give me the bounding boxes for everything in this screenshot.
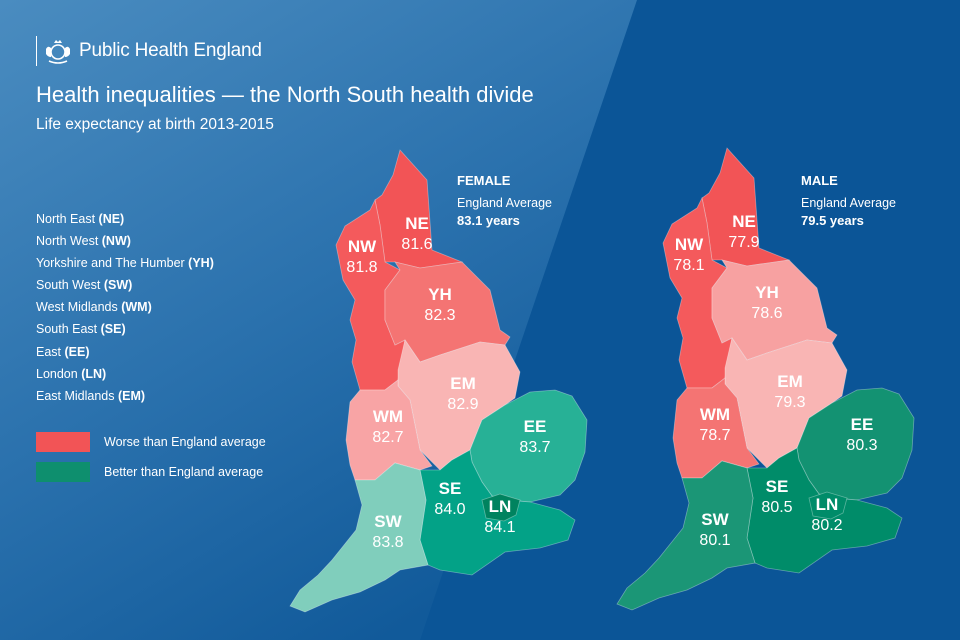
- region-code-label: WM: [373, 407, 403, 426]
- region-legend: North East (NE) North West (NW) Yorkshire …: [36, 208, 214, 407]
- region-code: (NW): [101, 234, 131, 249]
- life-expectancy-value: 83.7: [519, 439, 550, 456]
- better-swatch: [36, 462, 90, 482]
- region-legend-item: West Midlands (WM): [36, 296, 214, 318]
- female-heading: FEMALE: [457, 173, 511, 188]
- page-subtitle: Life expectancy at birth 2013-2015: [36, 116, 274, 133]
- female-average-value: 83.1 years: [457, 213, 520, 228]
- region-code: (LN): [81, 366, 107, 381]
- region-name: East Midlands: [36, 388, 118, 403]
- region-sw: [289, 462, 429, 613]
- region-name: East: [36, 344, 65, 359]
- region-code-label: EM: [777, 372, 803, 391]
- region-legend-item: North East (NE): [36, 208, 214, 230]
- life-expectancy-value: 78.7: [699, 427, 730, 444]
- region-name: Yorkshire and The Humber: [36, 256, 189, 271]
- life-expectancy-value: 84.0: [434, 501, 465, 518]
- life-expectancy-value: 81.6: [401, 236, 432, 253]
- region-ln: [481, 493, 521, 522]
- region-legend-item: South East (SE): [36, 318, 214, 340]
- region-ln: [808, 491, 848, 520]
- region-legend-item: East (EE): [36, 341, 214, 363]
- life-expectancy-value: 80.2: [811, 517, 842, 534]
- region-legend-item: North West (NW): [36, 230, 214, 252]
- logo-divider: [36, 36, 37, 66]
- female-average-label: England Average: [457, 196, 552, 210]
- female-map: NE 81.6 NW 81.8 YH 82.3 EM 82.9 WM 82.7 EE 83.7 SE 84…: [289, 149, 588, 613]
- male-average: MALE England Average 79.5 years: [801, 170, 896, 232]
- life-expectancy-value: 78.1: [673, 257, 704, 274]
- male-average-value: 79.5 years: [801, 213, 864, 228]
- region-name: London: [36, 366, 82, 381]
- region-wm: [345, 379, 433, 481]
- life-expectancy-value: 81.8: [346, 259, 377, 276]
- phe-logo: Public Health England: [36, 36, 262, 66]
- region-code-label: LN: [489, 497, 512, 516]
- life-expectancy-value: 77.9: [728, 234, 759, 251]
- region-legend-item: South West (SW): [36, 274, 214, 296]
- region-code-label: SW: [374, 512, 402, 531]
- region-code-label: NW: [348, 237, 377, 256]
- region-code: (EE): [64, 344, 90, 359]
- life-expectancy-value: 83.8: [372, 534, 403, 551]
- life-expectancy-value: 82.9: [447, 396, 478, 413]
- male-average-label: England Average: [801, 196, 896, 210]
- region-code-label: EE: [851, 415, 874, 434]
- female-average: FEMALE England Average 83.1 years: [457, 170, 552, 232]
- region-code-label: SW: [701, 510, 729, 529]
- life-expectancy-value: 82.3: [424, 307, 455, 324]
- region-code: (EM): [117, 388, 146, 403]
- page-title: Health inequalities — the North South he…: [36, 82, 534, 107]
- region-legend-item: London (LN): [36, 363, 214, 385]
- region-code-label: NW: [675, 235, 704, 254]
- male-map: NE 77.9 NW 78.1 YH 78.6 EM 79.3 WM 78.7 EE 80.3 SE 80…: [616, 147, 915, 611]
- region-sw: [616, 460, 756, 611]
- region-code-label: WM: [700, 405, 730, 424]
- region-code-label: YH: [428, 285, 452, 304]
- region-wm: [672, 377, 760, 479]
- royal-crest-icon: [46, 40, 70, 64]
- region-ne: [374, 149, 464, 269]
- life-expectancy-value: 78.6: [751, 305, 782, 322]
- region-legend-item: East Midlands (EM): [36, 385, 214, 407]
- region-name: South East: [36, 322, 101, 337]
- region-code-label: NE: [405, 214, 429, 233]
- region-legend-item: Yorkshire and The Humber (YH): [36, 252, 214, 274]
- male-heading: MALE: [801, 173, 838, 188]
- region-name: North East: [36, 212, 99, 226]
- region-code-label: LN: [816, 495, 839, 514]
- region-name: West Midlands: [36, 300, 122, 315]
- region-code: (NE): [98, 212, 125, 226]
- region-code: (WM): [121, 300, 152, 315]
- worse-label: Worse than England average: [104, 435, 266, 449]
- better-label: Better than England average: [104, 465, 264, 479]
- region-name: North West: [36, 234, 102, 249]
- life-expectancy-value: 82.7: [372, 429, 403, 446]
- region-code: (SE): [100, 322, 126, 337]
- region-code-label: EM: [450, 374, 476, 393]
- region-code-label: EE: [524, 417, 547, 436]
- life-expectancy-value: 80.5: [761, 499, 792, 516]
- life-expectancy-value: 79.3: [774, 394, 805, 411]
- region-name: South West: [36, 278, 104, 293]
- region-code-label: SE: [439, 479, 462, 498]
- worse-swatch: [36, 432, 90, 452]
- region-code-label: SE: [766, 477, 789, 496]
- region-code-label: YH: [755, 283, 779, 302]
- region-code: (YH): [188, 256, 214, 271]
- region-code: (SW): [103, 278, 133, 293]
- organisation-name: Public Health England: [79, 40, 262, 61]
- life-expectancy-value: 84.1: [484, 519, 515, 536]
- life-expectancy-value: 80.1: [699, 532, 730, 549]
- region-ne: [701, 147, 791, 267]
- life-expectancy-value: 80.3: [846, 437, 877, 454]
- region-code-label: NE: [732, 212, 756, 231]
